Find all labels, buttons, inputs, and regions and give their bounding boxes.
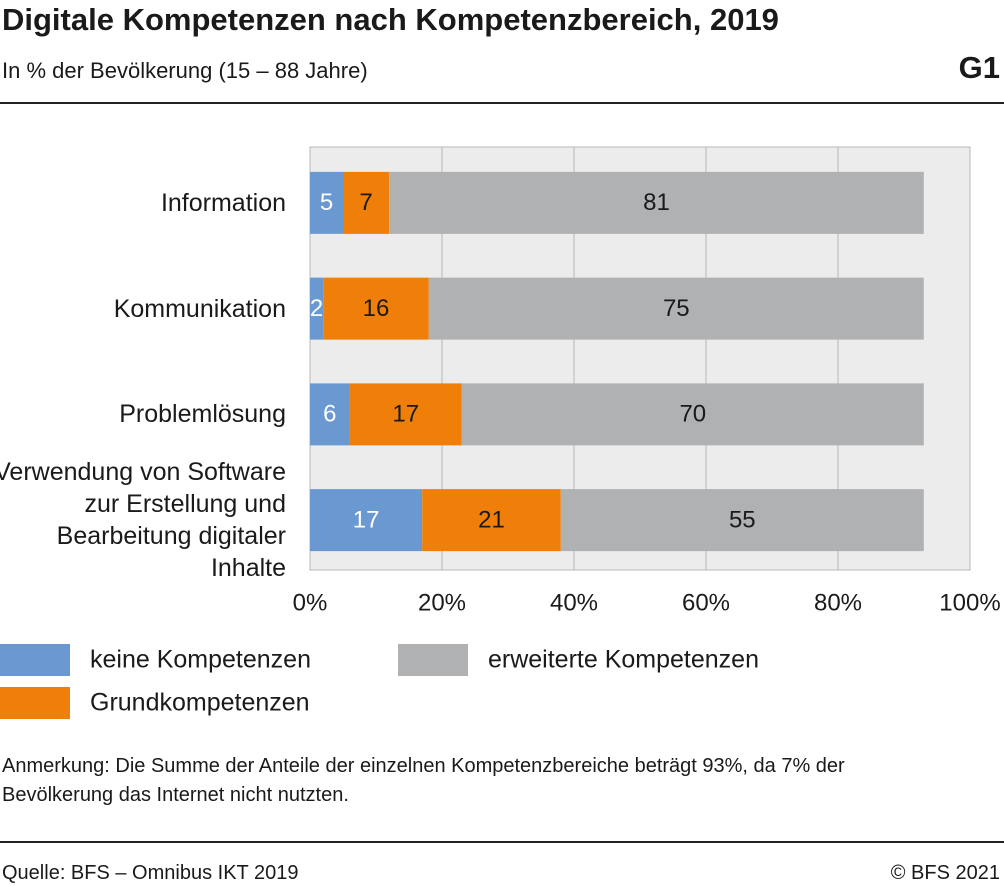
rule xyxy=(0,841,1004,843)
y-tick-label: Information xyxy=(160,188,286,217)
legend-label: erweiterte Kompetenzen xyxy=(488,645,759,674)
bar-segment xyxy=(323,277,429,340)
x-tick-label: 80% xyxy=(814,589,862,616)
data-label: 16 xyxy=(363,295,390,322)
bar-segment xyxy=(389,171,924,234)
bar-segment xyxy=(428,277,924,340)
bar-segment xyxy=(310,489,423,552)
data-label: 17 xyxy=(353,506,380,533)
data-label: 70 xyxy=(679,401,706,428)
data-label: 75 xyxy=(663,295,690,322)
legend-swatch xyxy=(0,644,70,676)
data-label: 55 xyxy=(729,506,756,533)
data-label: 5 xyxy=(320,189,333,216)
note: Anmerkung: Die Summe der Anteile der ein… xyxy=(2,755,845,806)
bar-segment xyxy=(422,489,561,552)
y-tick-label: Problemlösung xyxy=(119,400,286,429)
bar-segment xyxy=(343,171,390,234)
data-label: 17 xyxy=(392,401,419,428)
rule xyxy=(0,102,1004,104)
copyright: © BFS 2021 xyxy=(890,862,1000,884)
x-tick-label: 0% xyxy=(293,589,328,616)
bar-segment xyxy=(349,383,462,446)
y-tick-label: Verwendung von Software zur Erstellung u… xyxy=(0,458,286,583)
legend-label: Grundkompetenzen xyxy=(90,688,310,717)
x-tick-label: 20% xyxy=(418,589,466,616)
legend-swatch xyxy=(398,644,468,676)
data-label: 81 xyxy=(643,189,670,216)
chart-title: Digitale Kompetenzen nach Kompetenzberei… xyxy=(2,2,779,37)
data-label: 7 xyxy=(359,189,372,216)
chart: 0% 20% 40% 60% 80% 100% 5 7 81 2 16 75 6 17 70 17 21 55 xyxy=(293,146,1001,616)
bar-segment xyxy=(310,171,343,234)
chart-id: G1 xyxy=(958,50,1000,85)
x-tick-label: 100% xyxy=(939,589,1000,616)
x-tick-label: 60% xyxy=(682,589,730,616)
chart-subtitle: In % der Bevölkerung (15 – 88 Jahre) xyxy=(2,58,368,83)
bar-segment xyxy=(310,383,350,446)
legend-label: keine Kompetenzen xyxy=(90,645,311,674)
bar-segment xyxy=(560,489,924,552)
legend-swatch xyxy=(0,687,70,719)
x-tick-label: 40% xyxy=(550,589,598,616)
data-label: 21 xyxy=(478,506,505,533)
bar-segment xyxy=(461,383,924,446)
bar-segment xyxy=(310,277,324,340)
data-label: 2 xyxy=(310,295,323,322)
y-tick-label: Kommunikation xyxy=(113,294,286,323)
source: Quelle: BFS – Omnibus IKT 2019 xyxy=(2,862,299,884)
data-label: 6 xyxy=(323,401,336,428)
